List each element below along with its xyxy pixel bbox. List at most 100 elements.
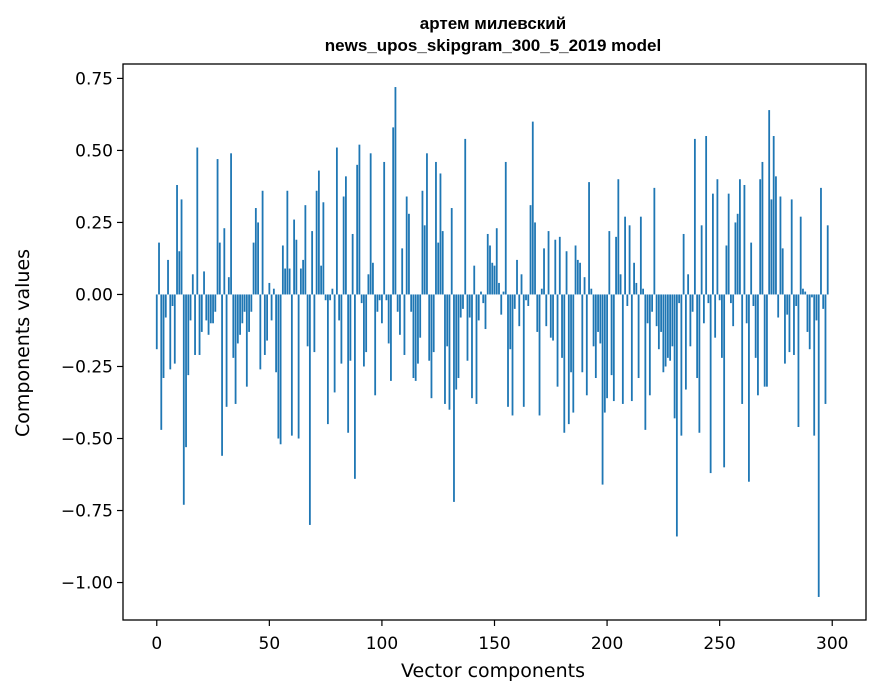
bar-99 [378, 294, 381, 301]
bar-94 [367, 274, 370, 295]
bar-249 [716, 179, 719, 295]
bar-55 [279, 294, 282, 445]
bar-108 [399, 294, 401, 335]
bar-257 [734, 222, 737, 295]
bar-275 [775, 176, 777, 295]
bar-14 [187, 294, 190, 376]
bar-274 [772, 136, 775, 295]
bar-58 [286, 190, 289, 295]
bar-122 [430, 294, 433, 399]
bar-150 [493, 265, 496, 295]
bar-154 [502, 291, 505, 295]
bar-296 [822, 294, 825, 309]
bar-251 [721, 294, 723, 358]
bar-229 [671, 294, 674, 347]
bar-44 [254, 208, 257, 295]
bar-79 [333, 294, 336, 393]
bar-214 [637, 294, 640, 379]
bar-69 [311, 231, 314, 295]
bar-127 [441, 231, 444, 295]
bar-173 [545, 294, 548, 327]
bar-110 [403, 294, 406, 355]
bar-147 [486, 233, 489, 295]
bar-261 [743, 184, 746, 295]
y-tick-label: −1.00 [61, 574, 113, 594]
bar-165 [527, 294, 530, 306]
bar-166 [529, 205, 532, 295]
bar-281 [788, 294, 791, 353]
chart-title-line2: news_upos_skipgram_300_5_2019 model [325, 36, 661, 55]
bar-184 [570, 294, 572, 373]
bar-71 [315, 190, 318, 295]
bar-62 [295, 239, 298, 295]
bar-114 [412, 294, 415, 379]
bar-250 [718, 294, 721, 301]
bar-221 [653, 187, 656, 295]
bar-202 [610, 294, 613, 376]
bar-149 [491, 262, 494, 295]
bar-264 [750, 242, 753, 295]
x-tick-label: 150 [478, 634, 510, 654]
bar-80 [335, 147, 338, 295]
bar-134 [457, 294, 460, 379]
bar-200 [606, 294, 608, 399]
bar-61 [293, 219, 296, 295]
bar-195 [594, 294, 597, 379]
y-tick-label: 0.00 [75, 285, 113, 305]
bar-102 [385, 294, 388, 301]
bar-78 [331, 288, 334, 295]
x-tick-label: 0 [151, 634, 162, 654]
bar-155 [504, 161, 507, 295]
bar-169 [536, 294, 539, 332]
bar-161 [518, 294, 521, 327]
bar-116 [417, 294, 419, 364]
bar-137 [464, 138, 467, 295]
y-tick-label: 0.25 [75, 213, 113, 233]
bar-54 [277, 294, 280, 439]
bar-37 [239, 294, 241, 335]
bar-208 [624, 216, 626, 295]
bar-282 [790, 199, 793, 295]
bar-17 [194, 294, 196, 355]
bar-254 [727, 193, 730, 295]
bar-224 [660, 294, 663, 332]
bar-203 [612, 294, 615, 402]
y-tick-label: 0.50 [75, 141, 113, 161]
bar-45 [257, 222, 259, 295]
bar-176 [552, 294, 554, 341]
bar-219 [648, 294, 651, 396]
bar-12 [182, 294, 185, 505]
bar-157 [509, 294, 512, 350]
bar-106 [394, 87, 397, 295]
bar-82 [340, 294, 343, 364]
bar-22 [205, 294, 208, 321]
bar-31 [225, 294, 228, 407]
bar-72 [317, 170, 320, 295]
bar-238 [691, 294, 694, 312]
bar-192 [588, 182, 590, 295]
x-axis-label: Vector components [401, 660, 585, 682]
bar-84 [345, 176, 347, 295]
bar-148 [489, 245, 491, 295]
bar-151 [495, 228, 498, 295]
bar-77 [329, 294, 332, 301]
bar-7 [171, 294, 174, 306]
y-axis-label: Components values [12, 249, 34, 437]
bar-131 [450, 208, 453, 295]
bar-128 [444, 294, 446, 404]
bar-64 [299, 268, 302, 295]
bar-272 [768, 110, 771, 295]
x-tick-label: 100 [366, 634, 398, 654]
bar-96 [372, 262, 374, 295]
bar-35 [234, 294, 237, 404]
bar-216 [642, 288, 644, 295]
bar-283 [793, 294, 795, 355]
bar-18 [196, 147, 199, 295]
bar-103 [387, 294, 390, 344]
bar-119 [423, 225, 426, 295]
bar-118 [421, 190, 424, 295]
bar-212 [633, 262, 635, 295]
bar-1 [158, 242, 160, 295]
bar-68 [308, 294, 311, 525]
